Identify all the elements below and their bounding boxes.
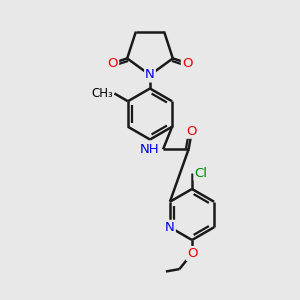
Text: Cl: Cl	[194, 167, 207, 180]
Text: O: O	[182, 57, 192, 70]
Text: N: N	[165, 221, 175, 234]
Text: O: O	[187, 247, 197, 260]
Text: N: N	[145, 68, 155, 82]
Text: NH: NH	[140, 143, 160, 156]
Text: O: O	[186, 125, 197, 138]
Text: O: O	[108, 57, 118, 70]
Text: CH₃: CH₃	[91, 87, 113, 100]
